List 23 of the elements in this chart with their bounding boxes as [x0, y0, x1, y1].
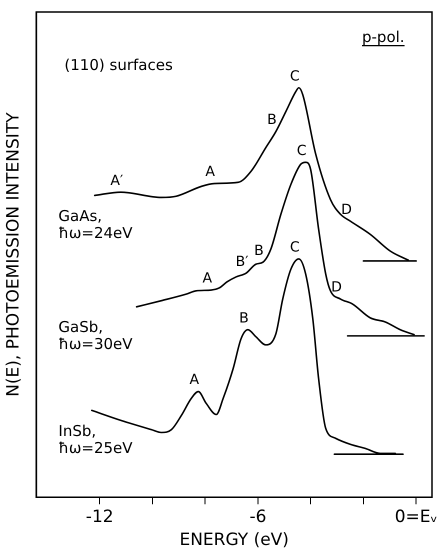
annotation: B — [267, 112, 277, 128]
annotation: A′ — [110, 172, 124, 189]
text: (110) surfaces — [64, 56, 173, 74]
annotation: D — [341, 202, 352, 218]
x-tick-label: -12 — [86, 506, 114, 527]
annotation: B′ — [236, 254, 248, 270]
x-tick-label: -6 — [249, 506, 266, 527]
annotation: A — [205, 164, 216, 180]
x-tick-label: 0=Eᵥ — [394, 506, 438, 527]
annotation: A — [190, 372, 200, 388]
annotation: C — [290, 240, 300, 256]
series-label: GaSb, ħω=30eV — [58, 318, 134, 354]
x-axis-title: ENERGY (eV) — [179, 530, 289, 550]
annotation: B — [239, 310, 249, 326]
annotation: A — [202, 270, 212, 287]
series-label: InSb, ħω=25eV — [58, 422, 134, 457]
annotation: C — [290, 68, 300, 84]
annotation: D — [331, 280, 342, 296]
y-axis-title: N(E), PHOTOEMISSION INTENSITY — [4, 112, 24, 397]
annotation: C — [296, 142, 307, 159]
text: p-pol. — [362, 28, 405, 46]
series-label: GaAs, ħω=24eV — [58, 206, 134, 242]
annotation: B — [254, 242, 264, 259]
